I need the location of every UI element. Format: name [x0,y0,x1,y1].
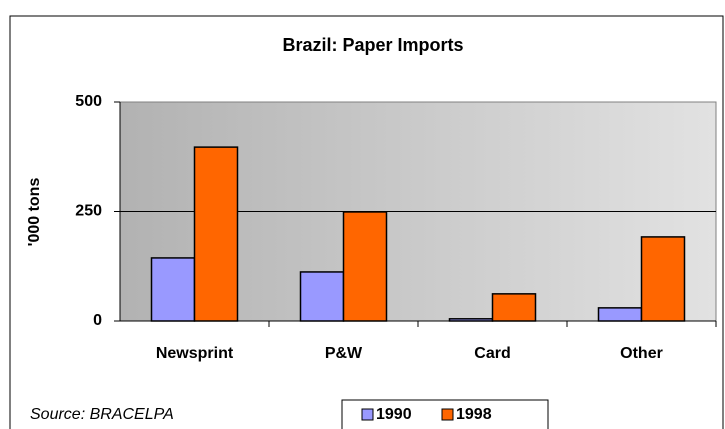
bar [193,146,239,322]
legend-swatch [441,408,454,421]
source: Source: BRACELPA [30,406,174,423]
bar [342,211,388,322]
legend-label: 1990 [376,406,412,423]
bar [597,307,643,322]
legend-swatch [361,408,374,421]
chart-title: Brazil: Paper Imports [282,35,463,55]
y-tick-label: 500 [75,93,102,110]
y-axis-label: '000 tons [26,178,43,247]
x-tick-label: Card [474,345,510,362]
y-tick-label: 0 [93,312,102,329]
bar [491,293,537,322]
bar [448,318,494,322]
y-tick-label: 250 [75,203,102,220]
x-tick-label: Newsprint [156,345,234,362]
bar [150,257,196,322]
legend-label: 1998 [456,406,492,423]
x-tick-label: Other [620,345,663,362]
bar [299,271,345,322]
x-tick-label: P&W [325,345,363,362]
bar [640,236,686,322]
